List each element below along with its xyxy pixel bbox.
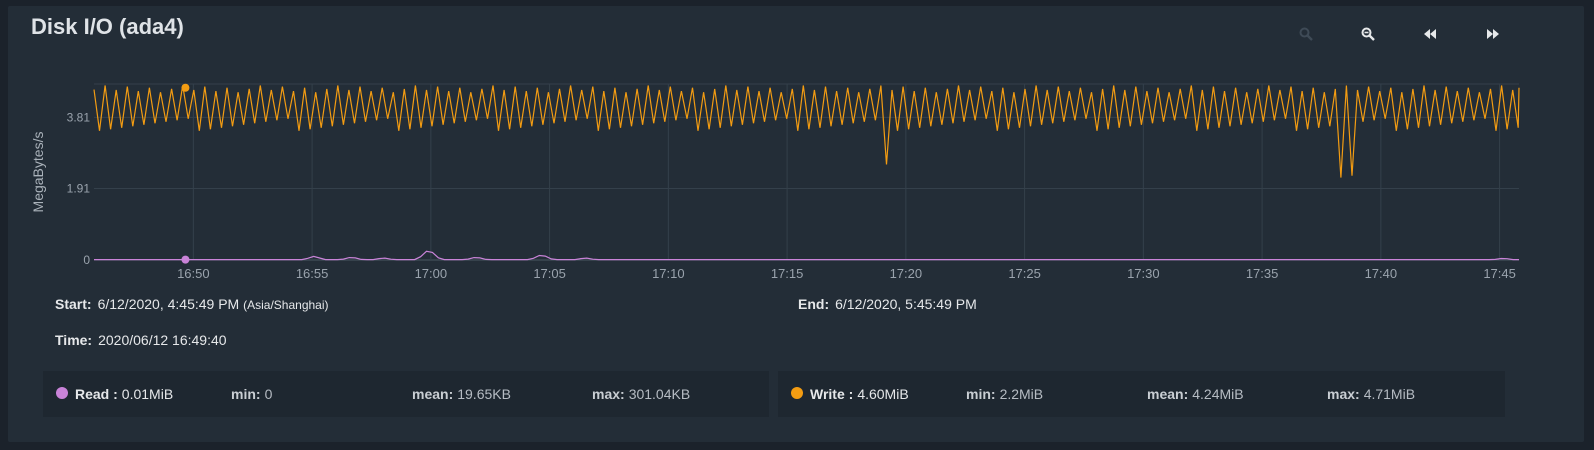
read-max: max: 301.04KB (592, 386, 691, 402)
fast-forward-icon (1487, 29, 1499, 39)
read-series-line (94, 250, 1519, 261)
zoom-in-button[interactable] (1292, 20, 1320, 48)
x-tick-label: 17:35 (1246, 266, 1279, 281)
y-tick-label: 0 (83, 253, 90, 267)
y-tick-label: 1.91 (67, 181, 91, 195)
disk-io-chart[interactable]: 0 1.91 3.81 16:50 16:55 17:00 17:05 17:10 17:15 1… (0, 0, 1594, 300)
write-series-line (93, 85, 1520, 178)
x-tick-label: 17:25 (1008, 266, 1041, 281)
read-hover-marker (181, 255, 190, 264)
time-info: Time: 2020/06/12 16:49:40 (55, 332, 227, 348)
step-back-button[interactable] (1416, 20, 1444, 48)
x-tick-label: 17:45 (1483, 266, 1516, 281)
write-hover-marker (181, 83, 190, 92)
zoom-out-button[interactable] (1354, 20, 1382, 48)
zoom-in-icon (1299, 27, 1313, 41)
y-tick-label: 3.81 (67, 110, 91, 124)
x-tick-label: 17:30 (1127, 266, 1160, 281)
write-mean: mean: 4.24MiB (1147, 386, 1244, 402)
y-axis-label: MegaBytes/s (30, 132, 46, 213)
x-tick-label: 16:50 (177, 266, 210, 281)
x-tick-label: 17:15 (771, 266, 804, 281)
start-info: Start: 6/12/2020, 4:45:49 PM (Asia/Shangh… (55, 296, 329, 312)
rewind-icon (1424, 29, 1436, 39)
start-label: Start: (55, 296, 92, 312)
write-max: max: 4.71MiB (1327, 386, 1416, 402)
time-value: 2020/06/12 16:49:40 (98, 332, 227, 348)
zoom-out-icon (1361, 27, 1375, 41)
time-label: Time: (55, 332, 93, 348)
end-label: End: (798, 296, 830, 312)
read-mean: mean: 19.65KB (412, 386, 511, 402)
write-color-dot (791, 387, 803, 399)
write-series-label: Write :4.60MiB (810, 386, 909, 402)
read-min: min: 0 (231, 386, 273, 402)
chart-title: Disk I/O (ada4) (31, 14, 184, 39)
end-value: 6/12/2020, 5:45:49 PM (835, 296, 977, 312)
x-tick-label: 16:55 (296, 266, 329, 281)
start-value: 6/12/2020, 4:45:49 PM (97, 296, 240, 312)
x-tick-label: 17:00 (415, 266, 448, 281)
write-min: min: 2.2MiB (966, 386, 1044, 402)
legend-write[interactable]: Write :4.60MiB min: 2.2MiB mean: 4.24MiB m… (778, 371, 1505, 417)
end-info: End: 6/12/2020, 5:45:49 PM (798, 296, 977, 312)
chart-card (8, 6, 1584, 442)
read-series-label: Read :0.01MiB (75, 386, 174, 402)
x-tick-label: 17:40 (1365, 266, 1398, 281)
read-color-dot (56, 387, 68, 399)
step-forward-button[interactable] (1479, 20, 1507, 48)
x-tick-label: 17:20 (890, 266, 923, 281)
x-tick-label: 17:10 (652, 266, 685, 281)
x-tick-label: 17:05 (533, 266, 566, 281)
legend-read[interactable]: Read :0.01MiB min: 0 mean: 19.65KB max: 301… (43, 371, 769, 417)
timezone-label: (Asia/Shanghai) (243, 298, 329, 312)
